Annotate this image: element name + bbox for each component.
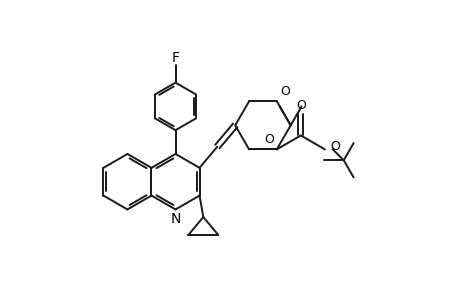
Text: O: O xyxy=(329,140,339,153)
Text: F: F xyxy=(171,51,179,65)
Text: N: N xyxy=(170,212,180,226)
Text: O: O xyxy=(279,85,289,98)
Text: O: O xyxy=(263,134,273,146)
Text: O: O xyxy=(295,99,305,112)
